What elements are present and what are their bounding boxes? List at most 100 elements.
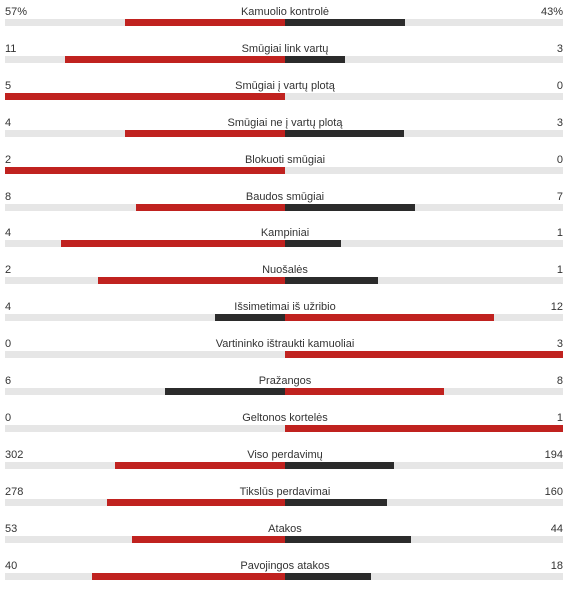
home-value: 2 xyxy=(5,264,12,277)
home-bar-track xyxy=(5,277,285,285)
home-bar xyxy=(114,461,285,469)
away-value: 8 xyxy=(556,375,563,387)
away-value: 7 xyxy=(556,190,563,203)
home-bar xyxy=(5,92,285,100)
stat-label: Atakos xyxy=(268,522,302,535)
home-value: 11 xyxy=(5,42,17,55)
stat-row: 302 Viso perdavimų 194 xyxy=(0,448,570,484)
home-bar-track xyxy=(5,55,285,63)
away-bar xyxy=(285,55,345,63)
home-bar xyxy=(135,203,285,211)
stat-row: 6 Pražangos 8 xyxy=(0,374,570,410)
away-bar xyxy=(285,424,563,432)
stat-row: 53 Atakos 44 xyxy=(0,522,570,558)
away-bar xyxy=(285,535,412,543)
away-bar-track xyxy=(285,535,563,543)
stat-row: 0 Vartininko ištraukti kamuoliai 3 xyxy=(0,337,570,373)
away-bar-track xyxy=(285,572,563,580)
home-bar-track xyxy=(5,203,285,211)
stat-label: Kampiniai xyxy=(260,227,310,240)
away-bar xyxy=(285,19,405,26)
home-bar-track xyxy=(5,388,285,395)
away-bar-track xyxy=(285,19,563,26)
home-value: 2 xyxy=(5,153,12,166)
home-bar xyxy=(61,240,285,248)
home-value: 302 xyxy=(5,448,24,461)
away-bar xyxy=(285,572,372,580)
home-bar-track xyxy=(5,498,285,506)
away-bar xyxy=(285,240,341,248)
home-bar xyxy=(125,19,285,26)
away-bar-track xyxy=(285,424,563,432)
home-value: 4 xyxy=(5,301,12,314)
home-bar-track xyxy=(5,166,285,174)
away-bar-track xyxy=(285,92,563,100)
home-value: 53 xyxy=(5,522,18,535)
stat-label: Viso perdavimų xyxy=(247,448,323,461)
away-bar xyxy=(285,351,563,359)
home-bar xyxy=(165,388,285,395)
home-bar xyxy=(5,166,285,174)
stat-label: Pražangos xyxy=(258,375,312,387)
stat-label: Geltonos kortelės xyxy=(242,411,328,424)
away-bar xyxy=(285,203,415,211)
away-value: 0 xyxy=(556,79,563,92)
stat-row: 4 Išsimetimai iš užribio 12 xyxy=(0,300,570,336)
home-value: 40 xyxy=(5,559,18,572)
home-bar-track xyxy=(5,129,285,137)
home-value: 4 xyxy=(5,116,12,129)
home-value: 6 xyxy=(5,375,12,387)
away-bar-track xyxy=(285,498,563,506)
home-bar-track xyxy=(5,19,285,26)
away-bar-track xyxy=(285,314,563,322)
away-value: 3 xyxy=(556,116,563,129)
stat-row: 8 Baudos smūgiai 7 xyxy=(0,190,570,226)
stat-label: Baudos smūgiai xyxy=(245,190,325,203)
away-bar xyxy=(285,277,378,285)
stat-row: 4 Smūgiai ne į vartų plotą 3 xyxy=(0,116,570,152)
away-value: 3 xyxy=(556,338,563,351)
home-value: 8 xyxy=(5,190,12,203)
home-value: 278 xyxy=(5,485,24,498)
home-value: 0 xyxy=(5,411,12,424)
away-bar-track xyxy=(285,55,563,63)
home-value: 0 xyxy=(5,338,12,351)
away-bar xyxy=(285,388,444,395)
stat-label: Kamuolio kontrolė xyxy=(240,6,330,18)
away-value: 0 xyxy=(556,153,563,166)
stat-label: Tikslūs perdavimai xyxy=(239,485,331,498)
stat-label: Vartininko ištraukti kamuoliai xyxy=(215,338,355,351)
stat-row: 40 Pavojingos atakos 18 xyxy=(0,559,570,595)
home-value: 5 xyxy=(5,79,12,92)
home-bar-track xyxy=(5,461,285,469)
away-value: 18 xyxy=(550,559,563,572)
away-value: 43% xyxy=(540,6,563,18)
stat-row: 2 Nuošalės 1 xyxy=(0,263,570,299)
home-bar-track xyxy=(5,572,285,580)
away-bar xyxy=(285,314,494,322)
stat-label: Smūgiai ne į vartų plotą xyxy=(227,116,343,129)
stat-label: Išsimetimai iš užribio xyxy=(234,301,336,314)
stat-row: 57% Kamuolio kontrolė 43% xyxy=(0,5,570,41)
stat-row: 278 Tikslūs perdavimai 160 xyxy=(0,485,570,521)
away-bar-track xyxy=(285,388,563,395)
stat-row: 4 Kampiniai 1 xyxy=(0,226,570,262)
home-value: 57% xyxy=(5,6,28,18)
stat-label: Smūgiai link vartų xyxy=(241,42,329,55)
away-value: 12 xyxy=(550,301,563,314)
stat-row: 5 Smūgiai į vartų plotą 0 xyxy=(0,79,570,115)
away-bar xyxy=(285,461,394,469)
away-bar-track xyxy=(285,277,563,285)
home-bar xyxy=(65,55,285,63)
stat-label: Pavojingos atakos xyxy=(240,559,330,572)
home-bar-track xyxy=(5,424,285,432)
stat-label: Smūgiai į vartų plotą xyxy=(235,79,335,92)
home-bar-track xyxy=(5,314,285,322)
home-bar-track xyxy=(5,240,285,248)
home-bar xyxy=(107,498,285,506)
stat-label: Blokuoti smūgiai xyxy=(244,153,326,166)
stat-row: 0 Geltonos kortelės 1 xyxy=(0,411,570,447)
home-bar-track xyxy=(5,351,285,359)
away-bar-track xyxy=(285,240,563,248)
